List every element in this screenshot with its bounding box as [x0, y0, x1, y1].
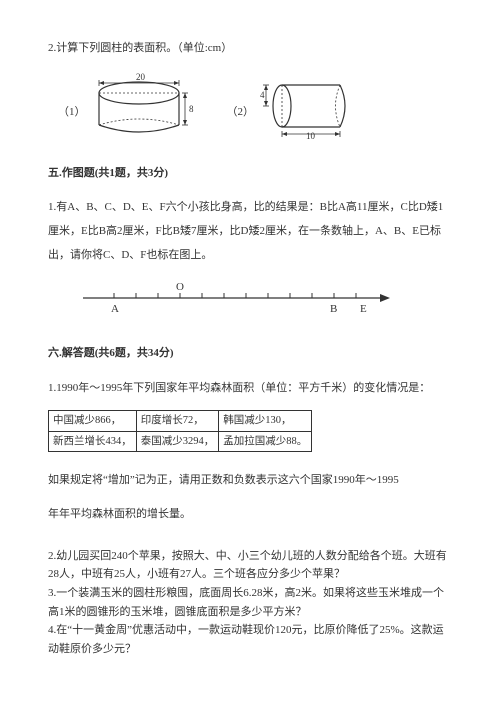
cell-thailand: 泰国减少3294，	[136, 431, 219, 452]
cylinder-2-svg: 4 10	[260, 76, 360, 141]
section-6-q4: 4.在“十一黄金周”优惠活动中，一款运动鞋现价120元，比原价降低了25%。这款…	[48, 621, 452, 658]
diagrams-row: （1） 20 8 （2）	[58, 71, 452, 141]
table-row: 中国减少866， 印度增长72， 韩国减少130，	[49, 410, 312, 431]
section-6-q1-after1: 如果规定将“增加”记为正，请用正数和负数表示这六个国家1990年～1995	[48, 468, 452, 492]
diagram-1-label: （1）	[58, 104, 86, 121]
section-5-q1: 1.有A、B、C、D、E、F六个小孩比身高，比的结果是：B比A高11厘米，C比D…	[48, 195, 452, 268]
cell-bangladesh: 孟加拉国减少88。	[219, 431, 312, 452]
cell-korea: 韩国减少130，	[219, 410, 312, 431]
cell-nz: 新西兰增长434，	[49, 431, 137, 452]
section-5-title: 五.作图题(共1题，共3分)	[48, 165, 452, 182]
section-6-q1-after2: 年年平均森林面积的增长量。	[48, 502, 452, 526]
table-row: 新西兰增长434， 泰国减少3294， 孟加拉国减少88。	[49, 431, 312, 452]
problem-2-title: 2.计算下列圆柱的表面积。（单位:cm）	[48, 40, 452, 57]
section-6-q1-intro: 1.1990年～1995年下列国家年平均森林面积（单位：平方千米）的变化情况是：	[48, 376, 452, 400]
axis-A: A	[111, 303, 119, 315]
section-6-q2: 2.幼儿园买回240个苹果，按照大、中、小三个幼儿班的人数分配给各个班。大班有2…	[48, 547, 452, 584]
forest-table: 中国减少866， 印度增长72， 韩国减少130， 新西兰增长434， 泰国减少…	[48, 410, 312, 453]
cylinder-1-svg: 20 8	[92, 71, 197, 141]
dim-4: 4	[260, 90, 265, 100]
section-6-q3: 3.一个装满玉米的圆柱形粮囤，底面周长6.28米，高2米。如果将这些玉米堆成一个…	[48, 584, 452, 621]
number-line-wrap: O A B E	[78, 278, 452, 322]
forest-table-wrap: 中国减少866， 印度增长72， 韩国减少130， 新西兰增长434， 泰国减少…	[48, 410, 452, 453]
dim-8: 8	[189, 104, 194, 114]
axis-O: O	[176, 281, 184, 293]
dim-20: 20	[136, 72, 146, 82]
diagram-2-wrap: （2） 4 10	[227, 76, 361, 141]
diagram-2-label: （2）	[227, 104, 255, 121]
section-6-title: 六.解答题(共6题，共34分)	[48, 345, 452, 362]
cell-china: 中国减少866，	[49, 410, 137, 431]
axis-E: E	[360, 303, 367, 315]
number-line-svg: O A B E	[78, 278, 398, 316]
dim-10: 10	[306, 131, 316, 141]
diagram-1-wrap: （1） 20 8	[58, 71, 197, 141]
cell-india: 印度增长72，	[136, 410, 219, 431]
axis-B: B	[330, 303, 337, 315]
